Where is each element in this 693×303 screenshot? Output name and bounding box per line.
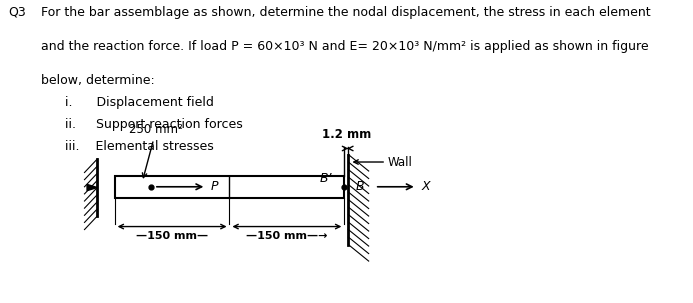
Text: iii.    Elemental stresses: iii. Elemental stresses: [65, 140, 214, 153]
Text: 250 mm²: 250 mm²: [129, 124, 183, 178]
Text: 1.2 mm: 1.2 mm: [322, 128, 371, 141]
Text: X: X: [421, 180, 430, 193]
Bar: [115, 175, 344, 198]
Text: Q3: Q3: [8, 6, 26, 19]
Text: i.      Displacement field: i. Displacement field: [65, 96, 214, 109]
Text: below, determine:: below, determine:: [41, 74, 155, 87]
Text: and the reaction force. If load P = 60×10³ N and E= 20×10³ N/mm² is applied as s: and the reaction force. If load P = 60×1…: [41, 40, 649, 53]
Text: P: P: [211, 180, 218, 193]
Text: For the bar assemblage as shown, determine the nodal displacement, the stress in: For the bar assemblage as shown, determi…: [41, 6, 651, 19]
Text: B: B: [356, 180, 365, 193]
Text: —150 mm—: —150 mm—: [136, 231, 208, 241]
Text: —150 mm—→: —150 mm—→: [246, 231, 328, 241]
Text: Wall: Wall: [387, 155, 412, 168]
Text: ii.     Support reaction forces: ii. Support reaction forces: [65, 118, 243, 131]
Polygon shape: [87, 185, 97, 191]
Text: B’: B’: [320, 172, 333, 185]
